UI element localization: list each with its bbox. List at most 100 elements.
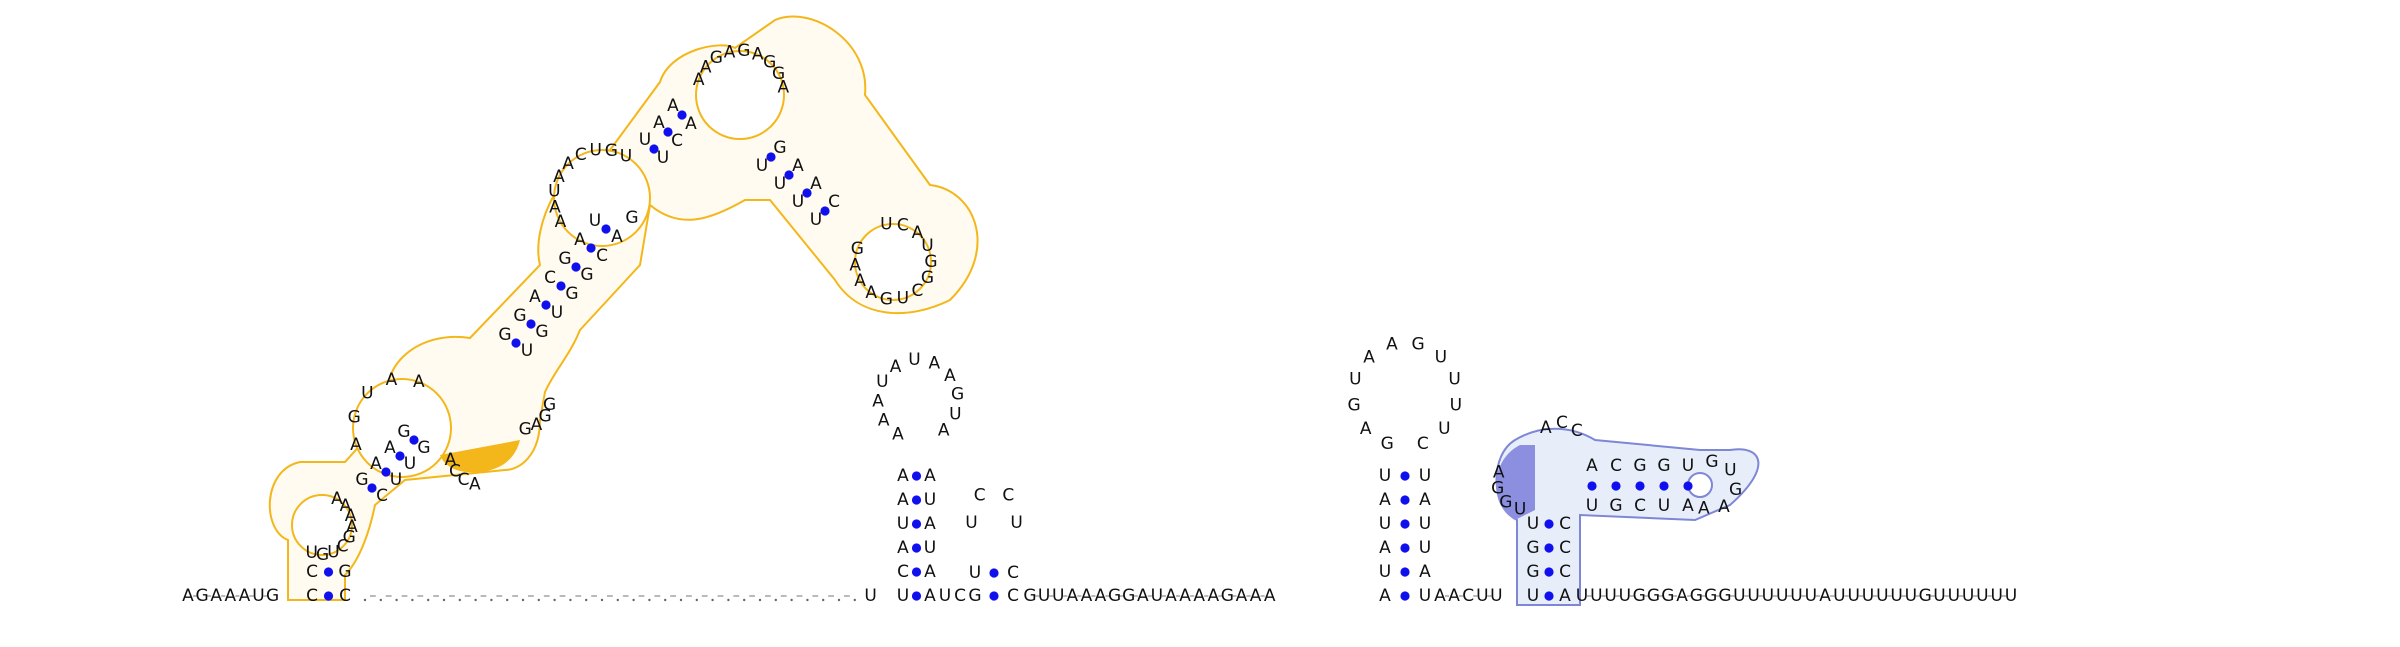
nucleotide-domain2: C (1634, 496, 1646, 516)
nucleotide-domain1: A (693, 70, 705, 90)
nucleotide-domain1: C (306, 562, 318, 582)
nucleotide-domain1: A (810, 174, 822, 194)
nucleotide-domain2-highlight: G (1499, 492, 1512, 512)
nucleotide-hairpin3: U (969, 563, 981, 583)
base-pair-dot (541, 300, 551, 310)
nucleotide-hairpin2: A (897, 490, 909, 510)
nucleotide-domain1-highlight: C (458, 470, 470, 490)
nucleotide-domain1: A (340, 496, 352, 516)
base-pair-layer (193, 110, 2006, 601)
nucleotide-domain1: U (390, 470, 402, 490)
nucleotide-hairpin2: G (951, 384, 964, 404)
nucleotide-3prime: U (1948, 586, 1960, 606)
nucleotide-hairpin2: A (924, 466, 936, 486)
nucleotide-gap (427, 598, 430, 602)
nucleotide-gap (853, 598, 856, 602)
nucleotide-gap (790, 598, 793, 602)
nucleotide-domain2: A (1698, 499, 1710, 519)
nucleotide-domain2: U (1527, 514, 1539, 534)
nucleotide-linker: C (954, 586, 966, 606)
nucleotide-gap (616, 598, 619, 602)
nucleotide-3prime: U (1790, 586, 1802, 606)
domain1-loop-hole (291, 494, 353, 556)
base-pair-dot (1611, 481, 1621, 491)
nucleotide-domain1: A (562, 154, 574, 174)
base-pair-dot (766, 152, 776, 162)
nucleotide-domain1: A (912, 223, 924, 243)
nucleotide-hairpin2: A (878, 411, 890, 431)
nucleotide-domain2: G (1609, 496, 1622, 516)
nucleotide-gap (506, 598, 509, 602)
nucleotide-3prime: U (1590, 586, 1602, 606)
nucleotide-hairpin4: U (1419, 514, 1431, 534)
nucleotide-hairpin4: A (1386, 335, 1398, 355)
nucleotide-gap (837, 598, 841, 602)
nucleotide-domain2-highlight: A (1493, 462, 1505, 482)
nucleotide-domain2: A (1682, 496, 1694, 516)
nucleotide-3prime: U (1862, 586, 1874, 606)
nucleotide-domain2: G (1526, 562, 1539, 582)
nucleotide-hairpin3: U (1010, 513, 1022, 533)
nucleotide-3prime: U (2005, 586, 2017, 606)
base-pair-dot (820, 206, 830, 216)
nucleotide-gap (569, 598, 572, 602)
domain1-loop-hole (854, 223, 932, 301)
nucleotide-gap (363, 598, 367, 602)
nucleotide-3prime: U (1604, 586, 1616, 606)
nucleotide-linker: A (1095, 586, 1107, 606)
nucleotide-domain1: G (737, 41, 750, 61)
nucleotide-domain1: A (531, 415, 543, 435)
nucleotide-hairpin4: U (1438, 419, 1450, 439)
nucleotide-domain1: G (880, 289, 893, 309)
base-pair-dot (1587, 481, 1597, 491)
nucleotide-gap (758, 598, 762, 602)
nucleotide-domain2-highlight: G (1491, 478, 1504, 498)
nucleotide-5prime: A (182, 586, 194, 606)
nucleotide-gap (458, 598, 461, 602)
nucleotide-domain1: A (667, 96, 679, 116)
nucleotide-domain1: A (350, 435, 362, 455)
nucleotide-linker: U (1038, 586, 1050, 606)
nucleotide-gap (411, 598, 414, 602)
base-pair-dot (1400, 567, 1410, 577)
nucleotide-hairpin4: U (1379, 514, 1391, 534)
base-pair-dot (1400, 543, 1410, 553)
nucleotide-hairpin4: A (1379, 538, 1391, 558)
nucleotide-domain1: A (685, 114, 697, 134)
nucleotide-domain1: U (620, 146, 632, 166)
nucleotide-domain1: G (397, 422, 410, 442)
nucleotide-domain1: G (773, 138, 786, 158)
nucleotide-gap (490, 598, 493, 602)
base-pair-dot (556, 281, 566, 291)
nucleotide-hairpin4: U (1435, 347, 1447, 367)
nucleotide-gap (679, 598, 683, 602)
nucleotide-domain1: G (543, 395, 556, 415)
nucleotide-domain2: C (1559, 514, 1571, 534)
nucleotide-domain2: C (1571, 421, 1583, 441)
nucleotide-hairpin2: U (897, 586, 909, 606)
nucleotide-linker: A (1165, 586, 1177, 606)
nucleotide-domain1: C (828, 192, 840, 212)
nucleotide-domain1: G (580, 265, 593, 285)
base-pair-dot (663, 127, 673, 137)
nucleotide-domain1: U (880, 215, 892, 235)
nucleotide-gap (521, 598, 525, 602)
nucleotide-3prime: U (1747, 586, 1759, 606)
nucleotide-domain1: G (605, 141, 618, 161)
nucleotide-hairpin3: C (1007, 563, 1019, 583)
nucleotide-hairpin4: U (1450, 396, 1462, 416)
domain-outline-layer (268, 15, 1760, 606)
nucleotide-hairpin2: A (924, 514, 936, 534)
nucleotide-domain1: A (854, 271, 866, 291)
nucleotide-domain2: A (1559, 586, 1571, 606)
nucleotide-hairpin2: A (872, 391, 884, 411)
nucleotide-domain2: G (1526, 538, 1539, 558)
nucleotide-domain1: U (306, 543, 318, 563)
nucleotide-domain1: C (376, 486, 388, 506)
base-pair-dot (526, 319, 536, 329)
nucleotide-domain1: U (404, 454, 416, 474)
nucleotide-linker: U (939, 586, 951, 606)
nucleotide-domain1: A (346, 517, 358, 537)
